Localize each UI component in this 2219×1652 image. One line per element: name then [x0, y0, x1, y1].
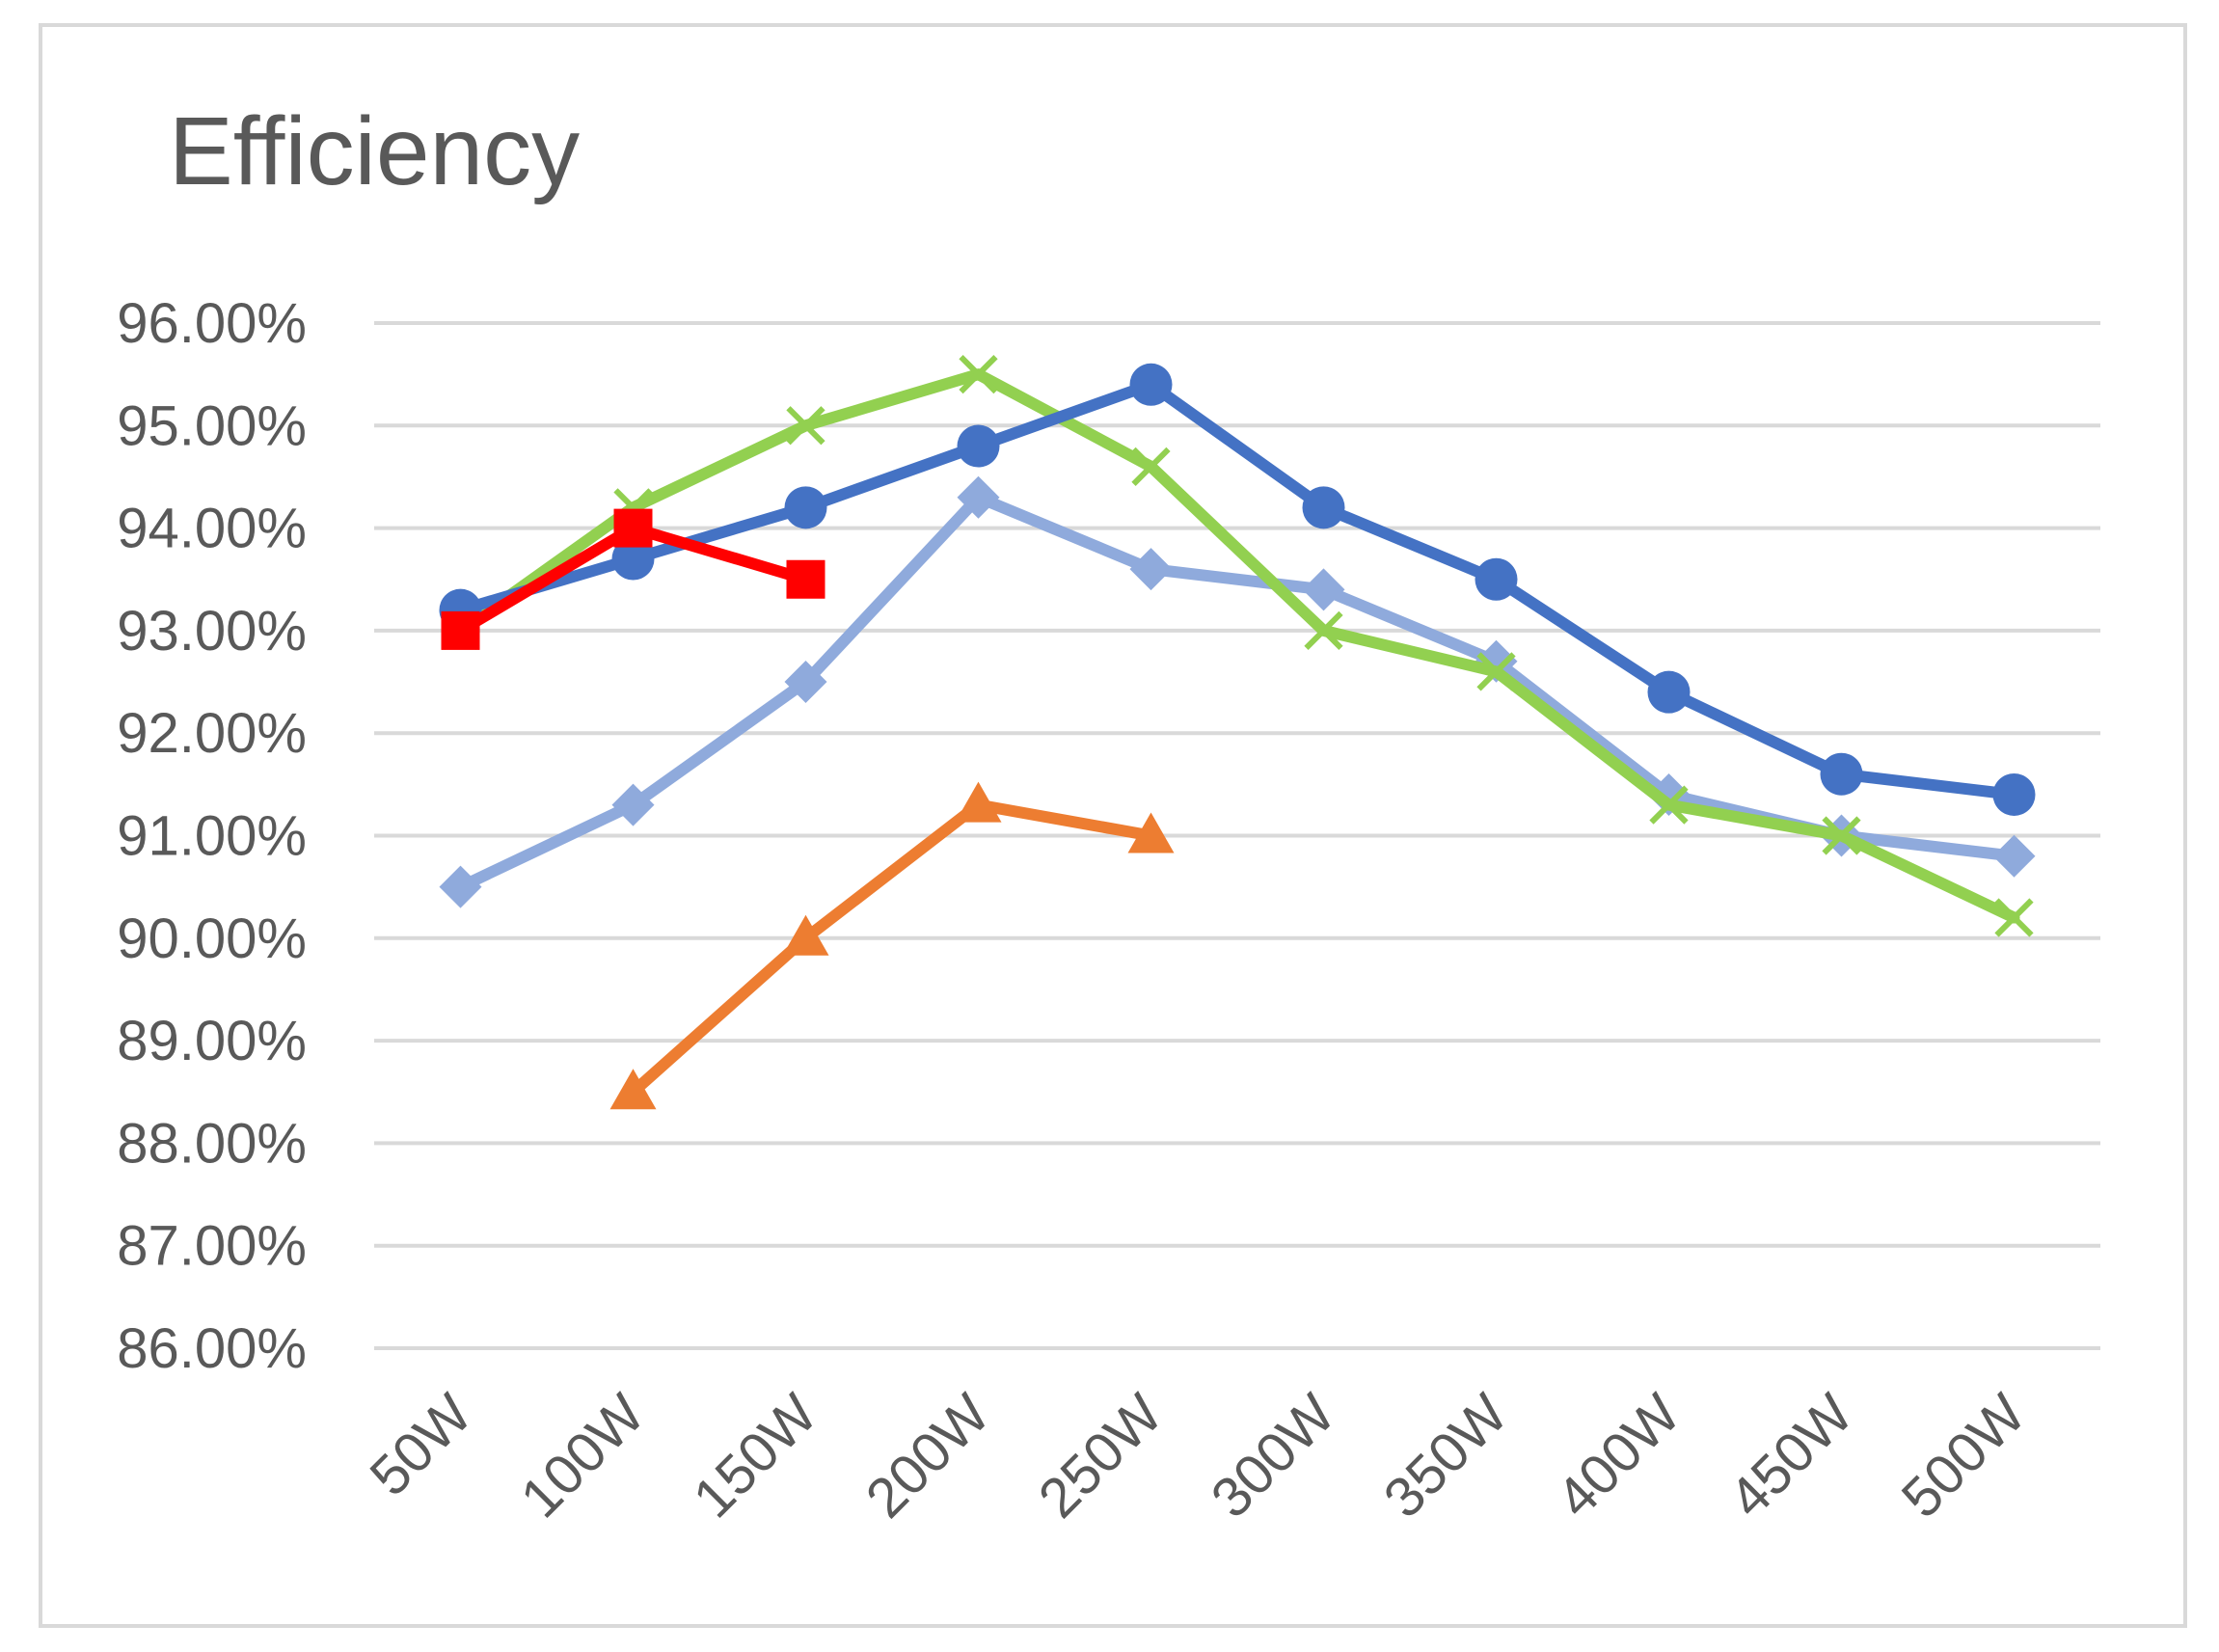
data-point — [1820, 752, 1863, 796]
y-tick-label: 87.00% — [117, 1215, 307, 1278]
y-tick-label: 91.00% — [117, 805, 307, 868]
data-point — [786, 406, 825, 446]
y-tick-label: 89.00% — [117, 1010, 307, 1072]
data-point — [1992, 772, 2036, 816]
data-point — [957, 424, 1000, 468]
series-line — [627, 799, 1157, 1098]
series-line — [454, 368, 2020, 924]
data-point — [611, 537, 655, 581]
x-tick-label: 200W — [854, 1382, 1002, 1530]
x-tick-label: 150W — [682, 1382, 829, 1530]
data-point — [957, 475, 1000, 519]
data-point — [1127, 812, 1175, 853]
data-point — [1131, 447, 1171, 486]
data-point — [1822, 816, 1861, 855]
y-tick-label: 95.00% — [117, 394, 307, 457]
y-tick-label: 93.00% — [117, 600, 307, 663]
data-point — [609, 1069, 657, 1110]
y-tick-label: 94.00% — [117, 498, 307, 560]
data-point — [1992, 834, 2036, 878]
data-point — [1129, 548, 1173, 591]
y-tick-label: 96.00% — [117, 292, 307, 355]
y-axis-ticks: 86.00% 87.00% 88.00% 89.00% 90.00% 91.00% 92.0… — [117, 292, 307, 1380]
data-point — [1994, 898, 2034, 937]
data-point — [613, 508, 653, 548]
x-tick-label: 250W — [1027, 1382, 1175, 1530]
series-orange-triangle — [609, 781, 1175, 1110]
x-tick-label: 500W — [1890, 1382, 2038, 1530]
x-tick-label: 300W — [1200, 1382, 1347, 1530]
x-tick-label: 100W — [509, 1382, 657, 1530]
data-point — [784, 661, 827, 704]
chart-title: Efficiency — [169, 97, 581, 205]
data-point — [1302, 486, 1345, 529]
x-tick-label: 50W — [358, 1382, 483, 1507]
y-tick-label: 86.00% — [117, 1317, 307, 1380]
x-tick-label: 400W — [1545, 1382, 1692, 1530]
series-layer — [439, 355, 2036, 1110]
y-tick-label: 88.00% — [117, 1112, 307, 1175]
data-point — [1647, 670, 1691, 714]
y-tick-label: 90.00% — [117, 907, 307, 970]
series-red-square — [441, 508, 825, 650]
data-point — [439, 865, 482, 908]
data-point — [1302, 568, 1345, 611]
series-blue-circle — [439, 363, 2036, 816]
data-point — [955, 781, 1002, 823]
data-point — [1476, 652, 1516, 691]
y-tick-label: 92.00% — [117, 702, 307, 765]
data-point — [786, 559, 825, 599]
data-point — [959, 355, 998, 394]
data-point — [1304, 610, 1343, 651]
gridlines — [374, 321, 2100, 1350]
data-point — [1649, 785, 1689, 825]
data-point — [611, 783, 655, 826]
x-tick-label: 450W — [1718, 1382, 1865, 1530]
series-green-x — [441, 355, 2034, 937]
data-point — [782, 914, 829, 956]
x-tick-label: 350W — [1372, 1382, 1520, 1530]
data-point — [441, 610, 480, 650]
data-point — [1475, 557, 1518, 601]
data-point — [784, 486, 827, 529]
series-line — [454, 378, 2020, 800]
data-point — [1129, 363, 1173, 406]
x-axis-ticks: 50W 100W 150W 200W 250W 300W 350W 400W 450W 500W — [358, 1382, 2037, 1530]
